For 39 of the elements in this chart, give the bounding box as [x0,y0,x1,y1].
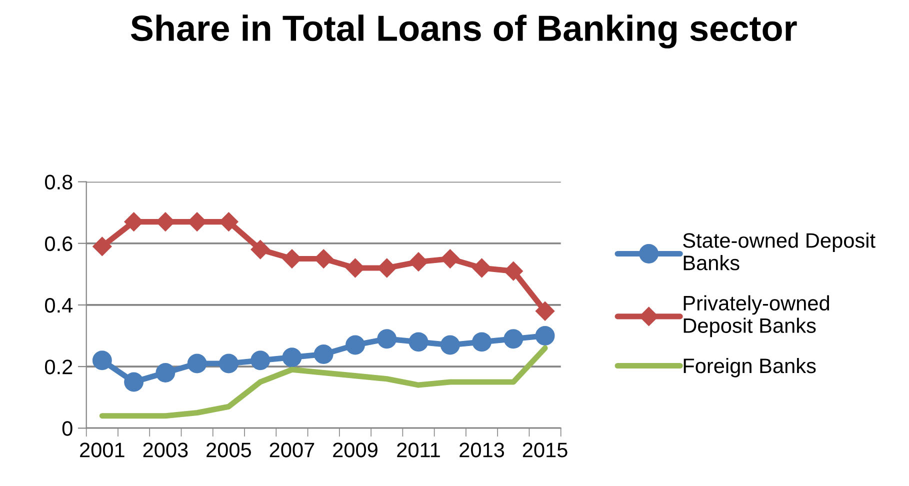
x-tick-label: 2015 [522,442,568,458]
point [440,335,460,355]
point [408,332,428,352]
point [346,335,365,355]
y-tick-label: 0.4 [45,298,73,313]
legend-label: State-owned Deposit Banks [683,232,876,270]
x-tick-label: 2013 [460,442,504,458]
point [536,302,555,321]
point [472,332,492,352]
y-tick-label: 0.8 [45,174,72,190]
x-tick-label: 2009 [333,442,378,458]
point [314,344,334,364]
x-tick-label: 2007 [270,442,314,458]
point [187,354,207,374]
point [250,350,270,370]
legend-label: Privately-owned Deposit Banks [684,295,830,338]
point [408,252,428,272]
point [250,240,270,260]
point [504,262,523,281]
point [535,326,555,346]
point [504,329,524,349]
y-tick-label: 0.6 [45,236,72,252]
x-tick-label: 2001 [80,442,124,458]
point [218,354,238,374]
x-tick-label: 2011 [397,442,440,458]
y-tick-label: 0 [62,421,72,436]
x-tick-label: 2003 [143,442,188,458]
point [156,363,176,382]
point [92,236,112,256]
chart-title: Share in Total Loans of Banking sector [130,14,797,48]
x-tick-label: 2005 [206,442,252,458]
point [377,329,397,349]
point [282,348,302,368]
point [92,350,112,370]
point [472,258,492,278]
y-tick-label: 0.2 [45,360,72,374]
legend-label: Foreign Banks [684,358,816,378]
point [440,249,460,268]
point [124,372,144,392]
